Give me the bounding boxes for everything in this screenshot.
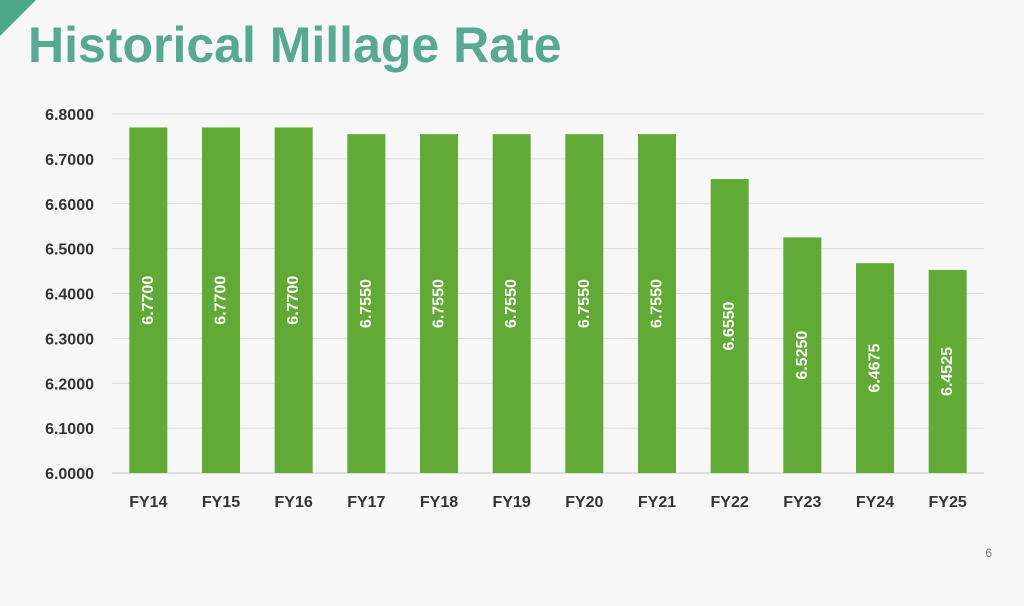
bar-value-label: 6.6550 (721, 301, 738, 350)
y-axis-ticks: 6.0000 6.1000 6.2000 6.3000 6.4000 6.5000 6.60… (45, 107, 94, 483)
x-tick-label: FY18 (420, 494, 458, 511)
bars (129, 127, 967, 474)
bar-value-label: 6.7550 (576, 279, 593, 328)
bar-value-label: 6.7700 (213, 276, 230, 325)
bar-value-label: 6.4675 (867, 344, 884, 393)
y-tick-label: 6.0000 (45, 466, 94, 483)
x-tick-label: FY24 (856, 494, 894, 511)
y-tick-label: 6.5000 (45, 242, 94, 259)
bar-value-label: 6.7700 (140, 276, 157, 325)
bar-fy24 (856, 263, 894, 473)
page-title: Historical Millage Rate (28, 17, 562, 73)
bar-fy19 (492, 134, 531, 473)
y-tick-label: 6.3000 (45, 331, 94, 348)
x-tick-label: FY15 (202, 494, 240, 511)
x-tick-label: FY20 (565, 494, 603, 511)
x-tick-label: FY14 (129, 494, 167, 511)
bar-value-label: 6.5250 (794, 331, 811, 380)
x-tick-label: FY16 (275, 494, 313, 511)
bar-fy16 (274, 127, 313, 474)
bar-value-label: 6.7550 (431, 279, 448, 328)
bar-fy14 (129, 127, 168, 474)
grid-lines (112, 113, 984, 474)
x-tick-label: FY19 (493, 494, 531, 511)
bar-value-label: 6.7550 (649, 279, 666, 328)
bar-value-label: 6.7700 (285, 276, 302, 325)
x-tick-label: FY22 (711, 494, 749, 511)
bar-fy18 (420, 134, 458, 473)
x-tick-label: FY25 (929, 494, 967, 511)
bar-fy23 (783, 237, 822, 473)
x-tick-label: FY21 (638, 494, 676, 511)
bar-value-label: 6.4525 (939, 347, 956, 396)
y-tick-label: 6.4000 (45, 287, 94, 304)
page-number: 6 (985, 546, 992, 560)
bar-fy22 (710, 179, 749, 473)
y-tick-label: 6.8000 (45, 107, 94, 124)
bar-fy17 (347, 134, 386, 473)
x-tick-label: FY23 (783, 494, 821, 511)
y-tick-label: 6.6000 (45, 197, 94, 214)
bar-fy21 (638, 134, 676, 473)
corner-accent (0, 0, 36, 36)
bar-value-label: 6.7550 (358, 279, 375, 328)
bar-fy20 (565, 134, 604, 473)
x-axis-ticks: FY14 FY15 FY16 FY17 FY18 FY19 FY20 FY21 FY22 FY23… (129, 494, 967, 511)
y-tick-label: 6.7000 (45, 152, 94, 169)
x-tick-label: FY17 (347, 494, 385, 511)
bar-value-labels: 6.7700 6.7700 6.7700 6.7550 6.7550 6.7550 6.75… (140, 276, 956, 396)
y-tick-label: 6.2000 (45, 376, 94, 393)
bar-value-label: 6.7550 (503, 279, 520, 328)
bar-fy25 (928, 269, 967, 473)
bar-fy15 (202, 127, 240, 474)
y-tick-label: 6.1000 (45, 421, 94, 438)
